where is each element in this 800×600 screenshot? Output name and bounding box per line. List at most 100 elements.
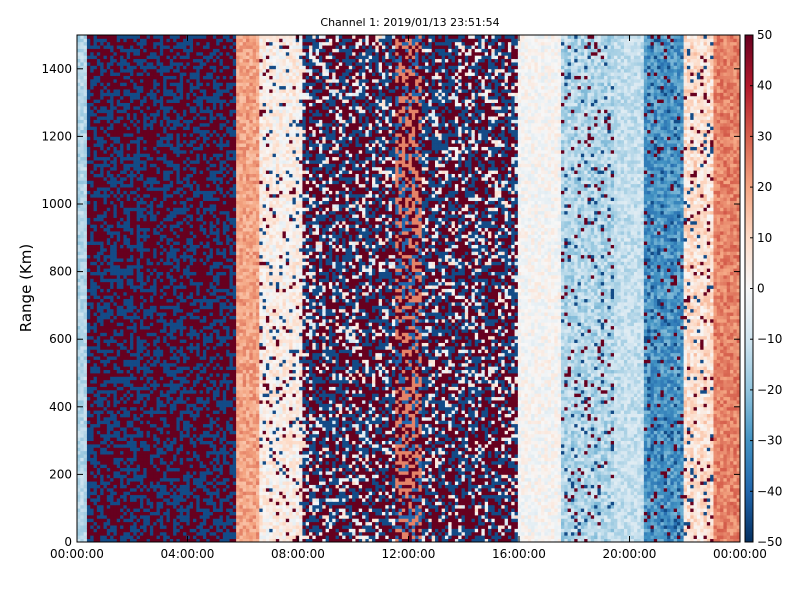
heatmap-cell <box>173 221 177 225</box>
heatmap-cell <box>110 116 114 120</box>
heatmap-cell <box>133 113 137 117</box>
heatmap-cell <box>163 359 167 363</box>
heatmap-cell <box>183 444 187 448</box>
heatmap-cell <box>97 430 101 434</box>
heatmap-cell <box>157 248 161 252</box>
heatmap-cell <box>84 373 88 377</box>
heatmap-cell <box>133 312 137 316</box>
heatmap-cell <box>87 461 91 465</box>
heatmap-cell <box>84 458 88 462</box>
heatmap-cell <box>84 292 88 296</box>
heatmap-cell <box>100 157 104 161</box>
heatmap-cell <box>117 302 121 306</box>
heatmap-cell <box>110 42 114 46</box>
heatmap-cell <box>100 332 104 336</box>
heatmap-cell <box>160 96 164 100</box>
heatmap-cell <box>97 194 101 198</box>
heatmap-cell <box>157 197 161 201</box>
heatmap-cell <box>137 528 141 532</box>
heatmap-cell <box>170 163 174 167</box>
heatmap-cell <box>133 505 137 509</box>
heatmap-cell <box>117 201 121 205</box>
heatmap-cell <box>160 343 164 347</box>
heatmap-cell <box>186 501 190 505</box>
heatmap-cell <box>163 42 167 46</box>
heatmap-cell <box>153 170 157 174</box>
heatmap-cell <box>163 410 167 414</box>
heatmap-cell <box>143 528 147 532</box>
heatmap-cell <box>77 393 81 397</box>
heatmap-cell <box>170 373 174 377</box>
heatmap-cell <box>133 444 137 448</box>
heatmap-cell <box>183 157 187 161</box>
heatmap-cell <box>113 366 117 370</box>
heatmap-cell <box>150 454 154 458</box>
heatmap-cell <box>157 312 161 316</box>
heatmap-cell <box>143 126 147 130</box>
heatmap-cell <box>110 160 114 164</box>
heatmap-cell <box>173 312 177 316</box>
heatmap-cell <box>90 359 94 363</box>
heatmap-cell <box>173 147 177 151</box>
heatmap-cell <box>110 170 114 174</box>
heatmap-cell <box>117 231 121 235</box>
heatmap-cell <box>77 366 81 370</box>
heatmap-cell <box>153 383 157 387</box>
heatmap-cell <box>97 231 101 235</box>
heatmap-cell <box>77 207 81 211</box>
heatmap-cell <box>117 211 121 215</box>
heatmap-cell <box>183 62 187 66</box>
heatmap-cell <box>170 444 174 448</box>
heatmap-cell <box>117 130 121 134</box>
heatmap-cell <box>94 194 98 198</box>
heatmap-cell <box>173 414 177 418</box>
heatmap-cell <box>160 126 164 130</box>
heatmap-cell <box>137 393 141 397</box>
heatmap-cell <box>170 106 174 110</box>
heatmap-cell <box>143 228 147 232</box>
heatmap-cell <box>170 79 174 83</box>
heatmap-cell <box>143 359 147 363</box>
heatmap-cell <box>127 464 131 468</box>
heatmap-cell <box>163 201 167 205</box>
heatmap-cell <box>170 305 174 309</box>
heatmap-cell <box>127 150 131 154</box>
heatmap-cell <box>167 82 171 86</box>
heatmap-cell <box>127 167 131 171</box>
heatmap-cell <box>80 79 84 83</box>
heatmap-cell <box>157 400 161 404</box>
heatmap-cell <box>87 79 91 83</box>
heatmap-cell <box>176 52 180 56</box>
heatmap-cell <box>117 525 121 529</box>
heatmap-cell <box>137 99 141 103</box>
heatmap-cell <box>94 96 98 100</box>
heatmap-cell <box>97 397 101 401</box>
heatmap-cell <box>180 356 184 360</box>
heatmap-cell <box>157 316 161 320</box>
heatmap-cell <box>167 451 171 455</box>
heatmap-cell <box>137 309 141 313</box>
heatmap-cell <box>87 410 91 414</box>
heatmap-cell <box>140 376 144 380</box>
heatmap-cell <box>163 387 167 391</box>
heatmap-cell <box>186 407 190 411</box>
heatmap-cell <box>110 180 114 184</box>
heatmap-cell <box>77 184 81 188</box>
heatmap-cell <box>183 451 187 455</box>
heatmap-cell <box>107 59 111 63</box>
heatmap-cell <box>160 120 164 124</box>
heatmap-cell <box>153 52 157 56</box>
heatmap-cell <box>120 356 124 360</box>
heatmap-cell <box>170 319 174 323</box>
heatmap-cell <box>150 231 154 235</box>
heatmap-cell <box>90 228 94 232</box>
heatmap-cell <box>180 447 184 451</box>
heatmap-cell <box>87 174 91 178</box>
heatmap-cell <box>127 143 131 147</box>
heatmap-cell <box>183 218 187 222</box>
heatmap-cell <box>173 133 177 137</box>
heatmap-cell <box>80 305 84 309</box>
heatmap-cell <box>90 268 94 272</box>
heatmap-cell <box>186 525 190 529</box>
heatmap-cell <box>140 45 144 49</box>
